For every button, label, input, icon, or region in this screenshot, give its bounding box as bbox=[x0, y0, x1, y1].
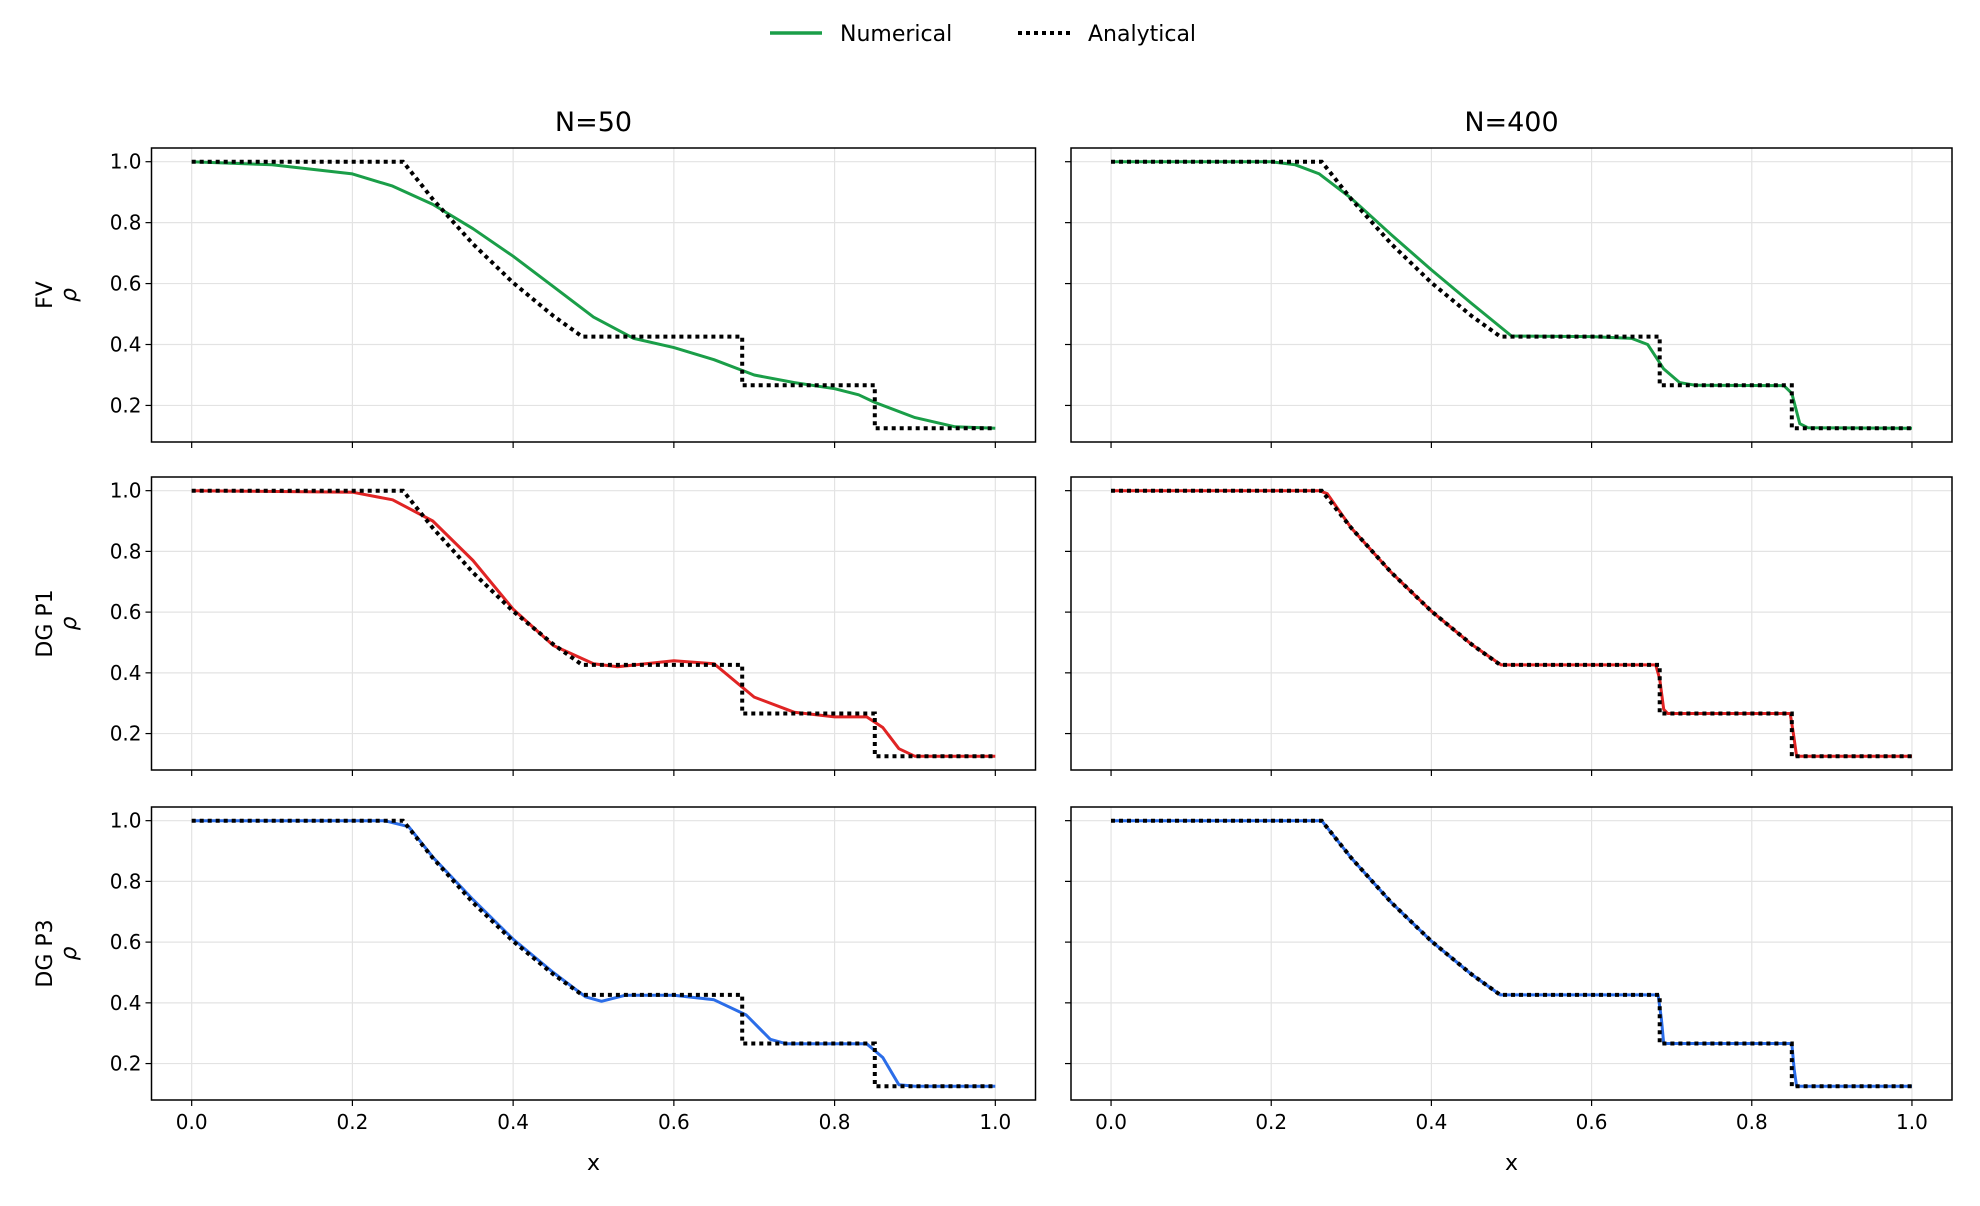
panel-dg-p3-n=400: 0.0 0.2 0.4 0.6 0.8 1.0 x bbox=[1065, 806, 1953, 1176]
y-tick-label: 0.2 bbox=[110, 722, 142, 746]
y-tick-label: 0.8 bbox=[110, 211, 142, 235]
y-tick-label: 0.6 bbox=[110, 600, 142, 624]
legend: Numerical Analytical bbox=[770, 22, 1196, 47]
row-label: FV bbox=[33, 281, 58, 309]
x-tick-label: 0.0 bbox=[1095, 1110, 1127, 1134]
numerical-line bbox=[1111, 819, 1912, 1088]
axes-frame bbox=[1070, 147, 1953, 443]
panel-dg-p1-n=400 bbox=[1065, 476, 1953, 776]
y-tick-label: 1.0 bbox=[110, 150, 142, 174]
legend-analytical-label: Analytical bbox=[1088, 22, 1196, 47]
analytical-line bbox=[1111, 818, 1912, 1089]
legend-numerical-label: Numerical bbox=[840, 22, 952, 47]
panel-fv-n=50: 0.2 0.4 0.6 0.8 1.0 bbox=[110, 147, 1037, 448]
x-axis-label: x bbox=[1505, 1151, 1518, 1176]
numerical-line bbox=[191, 819, 996, 1088]
panel-dg-p1-n=50: 0.2 0.4 0.6 0.8 1.0 bbox=[110, 476, 1037, 776]
y-tick-label: 0.4 bbox=[110, 991, 142, 1015]
y-tick-label: 0.8 bbox=[110, 869, 142, 893]
axes-frame bbox=[1070, 476, 1953, 771]
numerical-line bbox=[191, 489, 996, 758]
axes-frame bbox=[150, 147, 1037, 443]
panel-dg-p3-n=50: 0.0 0.2 0.4 0.6 0.8 1.0 0.2 0.4 0.6 0.8 1.0 x bbox=[110, 806, 1037, 1176]
x-tick-label: 0.8 bbox=[819, 1110, 851, 1134]
x-axis-label: x bbox=[587, 1151, 600, 1176]
axes-frame bbox=[150, 476, 1037, 771]
row-label: DG P3 bbox=[33, 919, 58, 987]
x-tick-label: 0.4 bbox=[497, 1110, 529, 1134]
analytical-line bbox=[191, 818, 996, 1089]
y-tick-label: 0.8 bbox=[110, 539, 142, 563]
x-tick-label: 1.0 bbox=[979, 1110, 1011, 1134]
x-tick-label: 0.6 bbox=[1576, 1110, 1608, 1134]
column-title: N=50 bbox=[555, 107, 632, 138]
x-tick-label: 0.2 bbox=[337, 1110, 369, 1134]
x-tick-label: 0.8 bbox=[1736, 1110, 1768, 1134]
axes-frame bbox=[1070, 806, 1953, 1101]
analytical-line bbox=[1111, 159, 1912, 431]
analytical-line bbox=[191, 488, 996, 759]
x-tick-label: 1.0 bbox=[1896, 1110, 1928, 1134]
x-tick-label: 0.0 bbox=[176, 1110, 208, 1134]
numerical-line bbox=[1111, 489, 1912, 758]
numerical-line bbox=[191, 160, 996, 430]
y-tick-label: 1.0 bbox=[110, 809, 142, 833]
column-title: N=400 bbox=[1464, 107, 1558, 138]
y-axis-label: ρ bbox=[57, 288, 82, 302]
y-tick-label: 0.4 bbox=[110, 333, 142, 357]
axes-frame bbox=[150, 806, 1037, 1101]
x-tick-label: 0.2 bbox=[1255, 1110, 1287, 1134]
numerical-line bbox=[1111, 160, 1913, 430]
y-tick-label: 0.2 bbox=[110, 393, 142, 417]
panel-fv-n=400 bbox=[1065, 147, 1953, 448]
y-axis-label: ρ bbox=[57, 616, 82, 630]
x-tick-label: 0.6 bbox=[658, 1110, 690, 1134]
y-tick-label: 0.6 bbox=[110, 930, 142, 954]
x-tick-label: 0.4 bbox=[1416, 1110, 1448, 1134]
y-tick-label: 0.6 bbox=[110, 272, 142, 296]
analytical-line bbox=[191, 159, 996, 431]
y-tick-label: 1.0 bbox=[110, 479, 142, 503]
y-tick-label: 0.4 bbox=[110, 661, 142, 685]
row-label: DG P1 bbox=[33, 589, 58, 657]
y-tick-label: 0.2 bbox=[110, 1052, 142, 1076]
y-axis-label: ρ bbox=[57, 946, 82, 960]
analytical-line bbox=[1111, 488, 1912, 759]
